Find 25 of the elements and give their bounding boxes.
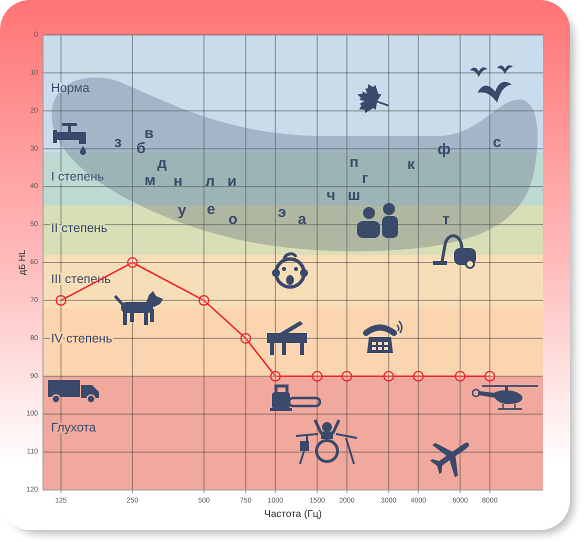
annotation: и [227,172,237,190]
annotation: в [144,124,154,142]
band-label: II степень [51,220,108,235]
band-label: IV степень [51,332,112,346]
annotation: т [442,210,450,228]
annotation: п [349,154,359,170]
annotation: д [157,154,168,172]
band-label: Глухота [51,420,96,434]
annotation: э [278,204,286,220]
annotation: н [173,172,183,190]
annotation: к [407,156,416,172]
annotation: у [178,202,187,218]
y-axis-title: дБ HL [17,250,27,276]
annotation: с [492,134,502,150]
annotation: г [362,170,368,186]
x-axis-title: Частота (Гц) [264,508,322,520]
annotation: м [144,172,156,188]
annotation: а [298,210,307,228]
annotation: з [114,134,122,150]
annotation: о [228,210,238,228]
annotation: е [206,200,216,218]
band-label: Норма [51,80,90,95]
annotation: ш [348,186,360,204]
annotation: ч [326,186,336,204]
annotation: л [205,172,215,190]
